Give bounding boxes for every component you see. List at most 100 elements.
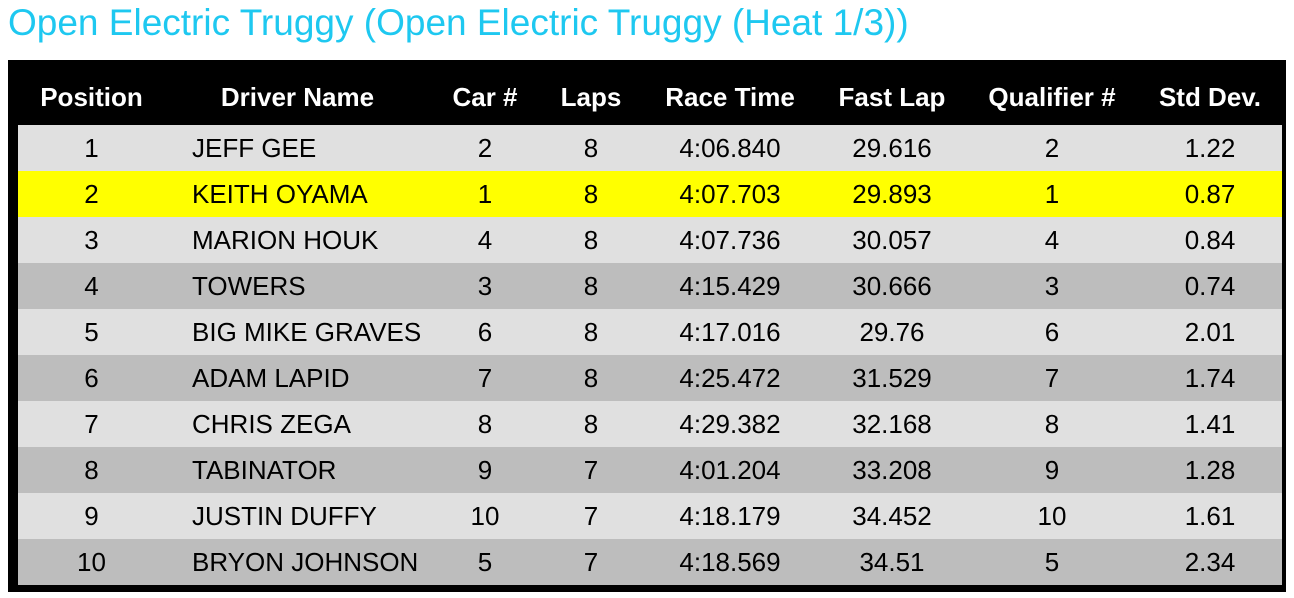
result-row: 6 ADAM LAPID 7 8 4:25.472 31.529 7 1.74	[18, 355, 1282, 401]
result-cell: 4	[84, 270, 99, 301]
result-cell: 33.208	[852, 454, 932, 485]
result-cell: 5	[84, 316, 99, 347]
result-cell: 34.452	[852, 500, 932, 531]
result-row: 7 CHRIS ZEGA 8 8 4:29.382 32.168 8 1.41	[18, 401, 1282, 447]
result-cell: 4:07.703	[679, 178, 781, 209]
result-cell: 0.84	[1184, 224, 1236, 255]
header-cell: Fast Lap	[838, 82, 946, 112]
result-cell: 3	[84, 224, 99, 255]
result-cell: 4:01.204	[679, 454, 781, 485]
result-cell: 29.893	[852, 178, 932, 209]
result-cell: 30.666	[852, 270, 932, 301]
result-cell: 4:18.179	[679, 500, 781, 531]
result-cell: 2.34	[1184, 546, 1236, 577]
header-cell: Car #	[452, 82, 518, 112]
result-cell: 8	[583, 132, 599, 163]
result-cell: 10	[1037, 500, 1067, 531]
result-cell: 34.51	[859, 546, 925, 577]
result-cell: 8	[583, 362, 599, 393]
result-cell: 1	[84, 132, 99, 163]
result-cell: 5	[1044, 546, 1060, 577]
result-cell: 8	[84, 454, 99, 485]
result-cell: 8	[1044, 408, 1060, 439]
result-cell: 10	[77, 546, 106, 577]
result-cell: JUSTIN DUFFY	[192, 500, 377, 531]
result-cell: 7	[583, 546, 599, 577]
result-cell: 7	[1044, 362, 1060, 393]
result-cell: ADAM LAPID	[192, 362, 350, 393]
result-cell: 1.41	[1184, 408, 1236, 439]
result-cell: 32.168	[852, 408, 932, 439]
result-cell: 1	[477, 178, 493, 209]
result-cell: TOWERS	[192, 270, 306, 301]
result-cell: 4:07.736	[679, 224, 781, 255]
result-row: 9 JUSTIN DUFFY 10 7 4:18.179 34.452 10 1.61	[18, 493, 1282, 539]
result-cell: 30.057	[852, 224, 932, 255]
result-cell: BRYON JOHNSON	[192, 546, 419, 577]
result-cell: JEFF GEE	[192, 132, 317, 163]
result-cell: 4:06.840	[679, 132, 781, 163]
result-cell: 3	[1044, 270, 1060, 301]
result-cell: 2	[84, 178, 99, 209]
result-row: 8 TABINATOR 9 7 4:01.204 33.208 9 1.28	[18, 447, 1282, 493]
header-row: Position Driver Name Car # Laps Race Time Fas…	[18, 70, 1282, 125]
result-cell: 8	[583, 224, 599, 255]
result-cell: 1.22	[1184, 132, 1236, 163]
result-cell: 9	[477, 454, 493, 485]
header-cell: Race Time	[665, 82, 795, 112]
result-cell: 8	[477, 408, 493, 439]
header-cell: Std Dev.	[1158, 82, 1262, 112]
header-cell: Laps	[560, 82, 622, 112]
result-cell: 4:25.472	[679, 362, 781, 393]
result-cell: 0.74	[1184, 270, 1236, 301]
result-cell: 8	[583, 316, 599, 347]
result-cell: 8	[583, 178, 599, 209]
result-row: 1 JEFF GEE 2 8 4:06.840 29.616 2 1.22	[18, 125, 1282, 171]
result-cell: 2	[1044, 132, 1060, 163]
result-cell: CHRIS ZEGA	[192, 408, 351, 439]
result-cell: 6	[84, 362, 99, 393]
result-row: 10 BRYON JOHNSON 5 7 4:18.569 34.51 5 2.34	[18, 539, 1282, 585]
result-cell: 2	[477, 132, 493, 163]
table-grid: Position Driver Name Car # Laps Race Time Fas…	[18, 70, 1282, 585]
result-cell: 4:18.569	[679, 546, 781, 577]
header-cell: Position	[40, 82, 143, 112]
result-cell: 31.529	[852, 362, 932, 393]
result-cell: 7	[583, 500, 599, 531]
result-cell: MARION HOUK	[192, 224, 379, 255]
result-cell: 29.76	[859, 316, 925, 347]
result-cell: 4:17.016	[679, 316, 781, 347]
result-row: 4 TOWERS 3 8 4:15.429 30.666 3 0.74	[18, 263, 1282, 309]
results-table: Position Driver Name Car # Laps Race Time Fas…	[8, 60, 1286, 592]
result-cell: 29.616	[852, 132, 932, 163]
result-cell: 7	[477, 362, 493, 393]
result-row: 3 MARION HOUK 4 8 4:07.736 30.057 4 0.84	[18, 217, 1282, 263]
result-cell: 6	[1044, 316, 1060, 347]
result-cell: 10	[470, 500, 500, 531]
result-cell: 0.87	[1184, 178, 1236, 209]
result-cell: BIG MIKE GRAVES	[192, 316, 422, 347]
result-cell: 4	[1044, 224, 1060, 255]
result-cell: 4:29.382	[679, 408, 781, 439]
result-cell: 9	[84, 500, 99, 531]
result-cell: 7	[84, 408, 99, 439]
result-cell: 8	[583, 270, 599, 301]
result-cell: 4	[477, 224, 493, 255]
result-cell: 1.61	[1184, 500, 1236, 531]
result-cell: 7	[583, 454, 599, 485]
result-cell: 1.28	[1184, 454, 1236, 485]
result-cell: 1.74	[1184, 362, 1236, 393]
result-cell: KEITH OYAMA	[192, 178, 368, 209]
result-cell: 2.01	[1184, 316, 1236, 347]
heat-title: Open Electric Truggy (Open Electric Trug…	[8, 2, 909, 43]
header-cell: Driver Name	[220, 82, 375, 112]
result-cell: TABINATOR	[192, 454, 337, 485]
result-row: 5 BIG MIKE GRAVES 6 8 4:17.016 29.76 6 2.01	[18, 309, 1282, 355]
result-cell: 1	[1044, 178, 1060, 209]
result-cell: 9	[1044, 454, 1060, 485]
result-cell: 3	[477, 270, 493, 301]
result-cell: 8	[583, 408, 599, 439]
result-cell: 6	[477, 316, 493, 347]
